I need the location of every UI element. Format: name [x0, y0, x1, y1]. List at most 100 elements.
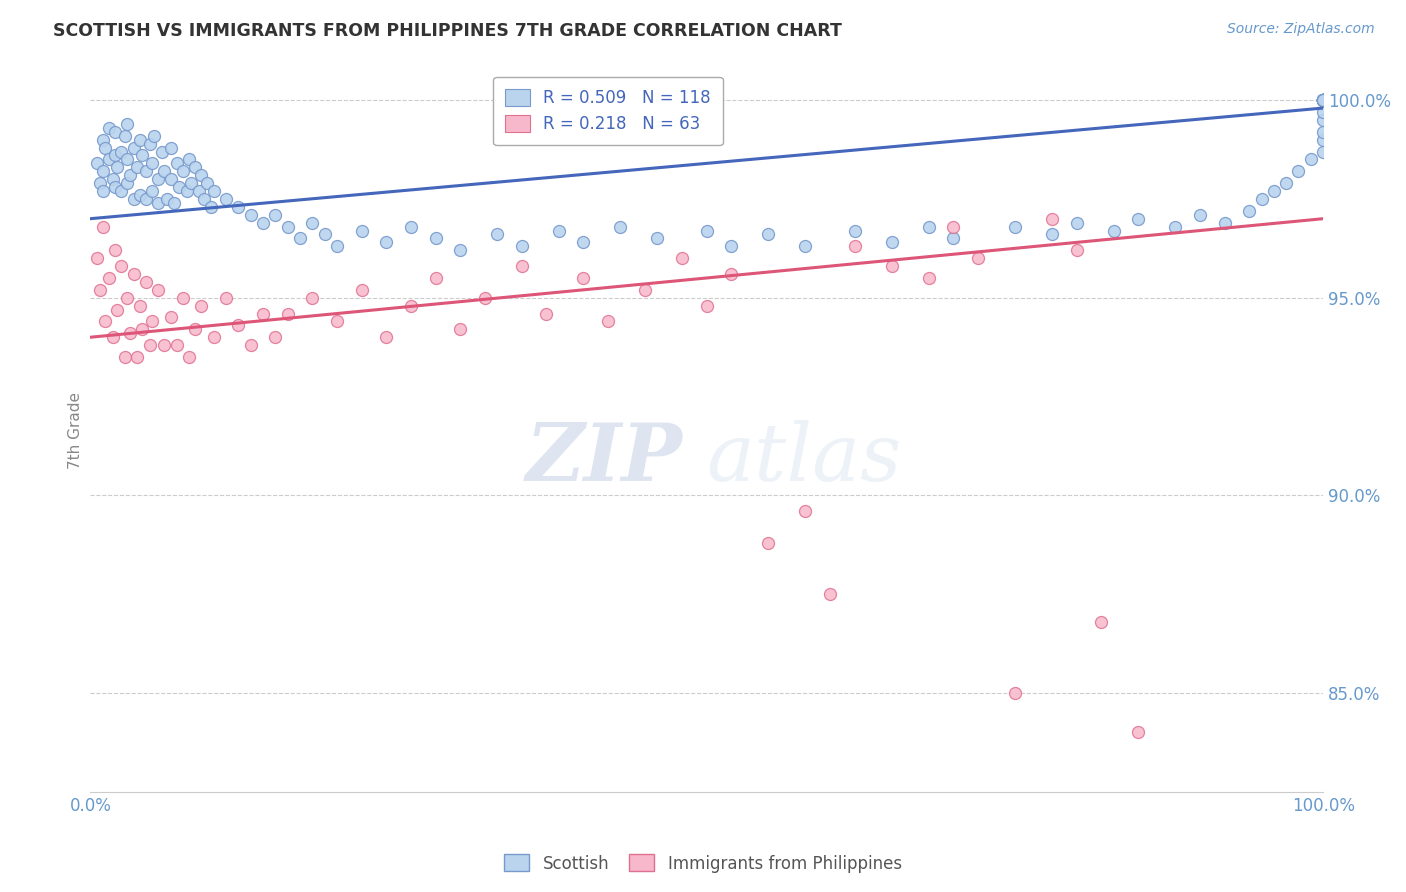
Point	[1312, 93, 1334, 107]
Point	[1312, 93, 1334, 107]
Point	[138, 136, 160, 151]
Point	[880, 259, 903, 273]
Point	[172, 164, 194, 178]
Point	[634, 283, 657, 297]
Point	[128, 133, 150, 147]
Point	[239, 338, 262, 352]
Point	[146, 283, 169, 297]
Point	[200, 200, 222, 214]
Point	[104, 125, 127, 139]
Point	[1312, 93, 1334, 107]
Point	[91, 164, 114, 178]
Point	[131, 322, 153, 336]
Point	[89, 283, 111, 297]
Point	[101, 172, 124, 186]
Point	[375, 330, 398, 344]
Point	[176, 184, 198, 198]
Point	[917, 271, 939, 285]
Point	[94, 314, 117, 328]
Point	[202, 184, 225, 198]
Point	[131, 148, 153, 162]
Point	[177, 350, 200, 364]
Point	[110, 184, 132, 198]
Point	[536, 306, 558, 320]
Point	[1288, 164, 1310, 178]
Point	[1312, 93, 1334, 107]
Point	[547, 223, 569, 237]
Point	[135, 275, 157, 289]
Point	[1004, 219, 1026, 234]
Point	[1312, 93, 1334, 107]
Point	[91, 133, 114, 147]
Point	[117, 117, 139, 131]
Point	[1250, 192, 1272, 206]
Point	[510, 259, 533, 273]
Point	[197, 176, 219, 190]
Text: Source: ZipAtlas.com: Source: ZipAtlas.com	[1227, 22, 1375, 37]
Point	[942, 219, 965, 234]
Point	[215, 291, 238, 305]
Point	[146, 172, 169, 186]
Point	[720, 267, 742, 281]
Point	[1312, 93, 1334, 107]
Point	[288, 231, 311, 245]
Point	[326, 314, 349, 328]
Point	[141, 314, 163, 328]
Point	[758, 535, 780, 549]
Point	[153, 164, 176, 178]
Point	[128, 299, 150, 313]
Point	[1312, 93, 1334, 107]
Point	[486, 227, 509, 242]
Point	[187, 184, 209, 198]
Text: atlas: atlas	[707, 420, 903, 498]
Point	[720, 239, 742, 253]
Point	[425, 231, 447, 245]
Point	[128, 188, 150, 202]
Point	[110, 259, 132, 273]
Point	[794, 504, 817, 518]
Point	[91, 219, 114, 234]
Point	[264, 208, 287, 222]
Point	[1237, 203, 1260, 218]
Point	[97, 120, 120, 135]
Point	[104, 148, 127, 162]
Point	[226, 318, 249, 333]
Point	[671, 251, 693, 265]
Point	[572, 271, 595, 285]
Point	[86, 251, 108, 265]
Point	[1312, 125, 1334, 139]
Point	[163, 195, 186, 210]
Point	[135, 164, 157, 178]
Point	[449, 322, 471, 336]
Point	[215, 192, 238, 206]
Point	[114, 350, 136, 364]
Point	[301, 216, 323, 230]
Point	[572, 235, 595, 250]
Point	[122, 267, 145, 281]
Point	[1275, 176, 1298, 190]
Point	[150, 145, 173, 159]
Text: ZIP: ZIP	[526, 420, 682, 498]
Point	[277, 306, 299, 320]
Point	[1312, 93, 1334, 107]
Point	[1312, 93, 1334, 107]
Point	[153, 338, 176, 352]
Point	[117, 291, 139, 305]
Point	[1128, 725, 1150, 739]
Point	[156, 192, 179, 206]
Point	[399, 299, 422, 313]
Point	[1040, 211, 1063, 226]
Point	[425, 271, 447, 285]
Point	[127, 161, 149, 175]
Point	[1312, 93, 1334, 107]
Point	[1312, 93, 1334, 107]
Legend: Scottish, Immigrants from Philippines: Scottish, Immigrants from Philippines	[498, 847, 908, 880]
Point	[1066, 244, 1088, 258]
Point	[399, 219, 422, 234]
Point	[118, 326, 141, 341]
Point	[122, 140, 145, 154]
Point	[1312, 93, 1334, 107]
Y-axis label: 7th Grade: 7th Grade	[69, 392, 83, 468]
Point	[1312, 112, 1334, 127]
Point	[844, 223, 866, 237]
